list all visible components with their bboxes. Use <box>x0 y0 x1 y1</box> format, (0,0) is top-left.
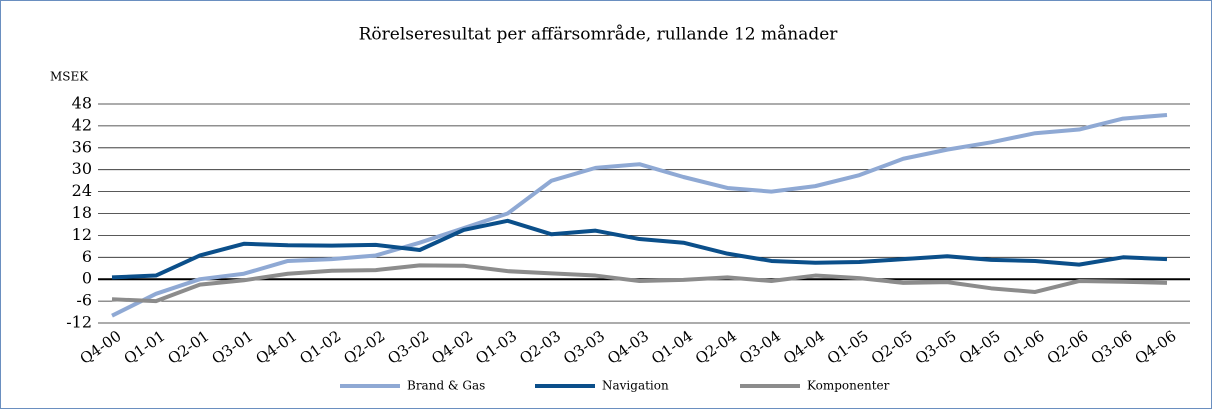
y-tick-label: 36 <box>72 137 92 156</box>
legend-label: Brand & Gas <box>407 379 485 393</box>
y-tick-label: 30 <box>72 159 92 178</box>
series-line <box>111 263 1168 304</box>
y-tick-label: 18 <box>72 203 92 222</box>
y-axis-label: MSEK <box>50 70 89 84</box>
legend-label: Komponenter <box>807 379 890 393</box>
y-tick-label: -12 <box>66 313 92 332</box>
legend-label: Navigation <box>602 379 669 393</box>
y-tick-label: -6 <box>76 291 92 310</box>
series-line <box>111 218 1168 280</box>
y-tick-label: 12 <box>72 225 92 244</box>
y-tick-label: 6 <box>82 247 92 266</box>
chart-title: Rörelseresultat per affärsområde, rullan… <box>359 25 839 45</box>
y-tick-label: 48 <box>72 94 92 113</box>
series-line <box>111 112 1168 318</box>
y-tick-label: 24 <box>72 181 92 200</box>
y-tick-label: 0 <box>82 269 92 288</box>
y-tick-label: 42 <box>72 115 92 134</box>
